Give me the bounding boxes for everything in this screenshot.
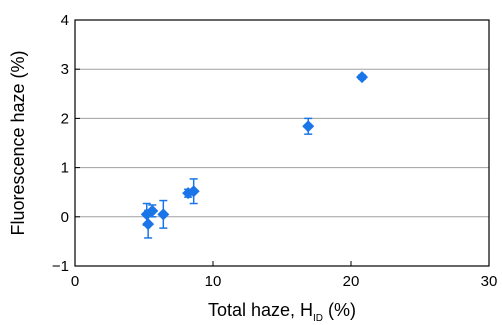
data-point: [146, 204, 159, 218]
y-tick-label: 3: [61, 61, 69, 78]
diamond-marker: [146, 204, 159, 217]
x-axis-label: Total haze, HID (%): [208, 300, 356, 324]
diamond-marker: [142, 218, 155, 231]
diamond-marker: [157, 208, 170, 221]
grid-lines: [75, 68, 489, 218]
x-axis-label-main: Total haze, H: [208, 300, 313, 320]
y-tick-label: 4: [61, 12, 69, 29]
diamond-marker: [187, 185, 200, 198]
x-axis-label-suffix: (%): [323, 300, 356, 320]
data-point: [187, 178, 200, 205]
x-tick-label: 20: [343, 273, 360, 290]
y-tick-label: −1: [52, 258, 69, 275]
y-axis-label: Fluorescence haze (%): [8, 50, 28, 235]
data-point: [302, 117, 315, 135]
data-points: [140, 71, 369, 239]
plot-frame: [74, 19, 490, 267]
diamond-marker: [356, 71, 369, 84]
data-point: [356, 71, 369, 84]
y-tick-label: 0: [61, 209, 69, 226]
diamond-marker: [302, 120, 315, 133]
x-tick-label: 0: [71, 273, 79, 290]
data-point: [157, 199, 170, 229]
y-tick-label: 1: [61, 160, 69, 177]
x-axis-label-subscript: ID: [313, 313, 323, 324]
x-tick-label: 10: [205, 273, 222, 290]
y-tick-label: 2: [61, 110, 69, 127]
x-tick-label: 30: [481, 273, 498, 290]
